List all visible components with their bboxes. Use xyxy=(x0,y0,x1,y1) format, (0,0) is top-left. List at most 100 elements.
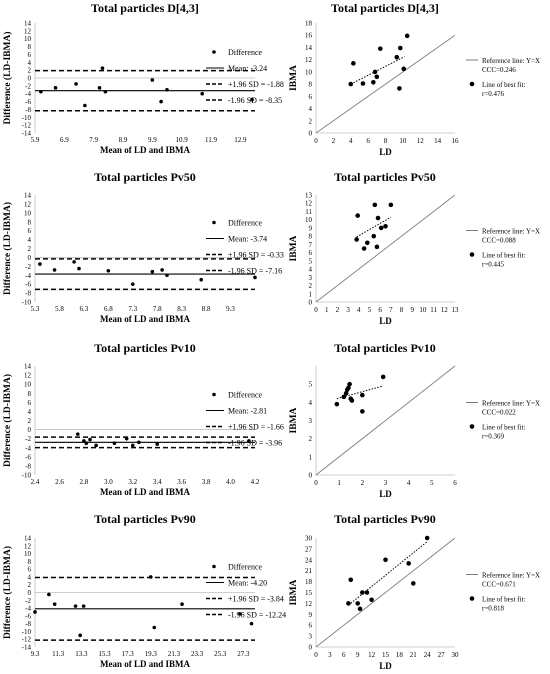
chart7-point xyxy=(249,621,254,626)
chart2-xtick-label: 12 xyxy=(417,137,425,145)
chart6-point xyxy=(360,409,365,414)
chart3-ytick-label: 4 xyxy=(28,236,32,244)
chart5-legend-lower: -1.96 SD = -3.96 xyxy=(228,439,282,448)
chart3-xtick-label: 9.3 xyxy=(226,305,235,313)
chart2-legend-r: r=0.476 xyxy=(482,90,505,98)
chart3-ytick-label: 12 xyxy=(24,200,32,208)
chart6-legend-r: r=0.369 xyxy=(482,433,505,441)
chart6-xtick-label: 1 xyxy=(337,479,341,487)
chart6-ylabel: IBMA xyxy=(289,407,299,433)
chart1-xtick-label: 5.9 xyxy=(31,136,40,144)
chart1-ytick-label: -8 xyxy=(25,106,31,114)
chart4-legend-ccc: CCC=0.088 xyxy=(482,237,516,245)
chart1-ytick-label: 10 xyxy=(24,35,32,43)
chart5-ytick-label: 4 xyxy=(28,408,32,416)
chart4-point xyxy=(375,215,381,221)
chart8-xtick-label: 9 xyxy=(356,651,360,659)
chart6-legend-fit-symbol xyxy=(469,424,475,429)
chart4-xtick-label: 5 xyxy=(368,306,372,314)
chart6-point xyxy=(343,390,349,396)
chart8-xtick-label: 21 xyxy=(410,651,418,659)
chart8-point xyxy=(355,601,361,606)
chart7-ytick-label: -14 xyxy=(22,644,32,652)
chart3-xtick-label: 5.8 xyxy=(55,305,64,313)
chart7-ytick-label: 0 xyxy=(28,589,32,597)
chart6-point xyxy=(334,401,340,407)
chart7-title: Total particles Pv90 xyxy=(94,512,196,526)
chart3-point xyxy=(160,268,164,272)
chart6-ytick-label: 1 xyxy=(309,453,313,461)
chart5-ytick-label: 14 xyxy=(24,363,32,371)
chart2-ytick-label: 4 xyxy=(309,105,313,113)
chart1-point xyxy=(97,86,102,90)
chart1-xtick-label: 8.9 xyxy=(119,136,128,144)
chart3-xtick-label: 5.3 xyxy=(31,305,40,313)
chart1-legend-difference: Difference xyxy=(228,48,263,57)
chart4-ytick-label: 6 xyxy=(309,249,313,257)
chart3-point xyxy=(38,262,42,266)
chart7-xtick-label: 11.3 xyxy=(52,650,64,658)
chart5-legend-upper: +1.96 SD = -1.66 xyxy=(228,423,284,432)
chart4-ytick-label: 0 xyxy=(309,299,313,307)
chart5-ytick-label: -6 xyxy=(25,453,31,461)
chart8-ytick-label: 21 xyxy=(305,567,313,575)
chart2-ytick-label: 18 xyxy=(305,20,313,28)
chart1-xtick-label: 6.9 xyxy=(60,136,69,144)
chart5-ytick-label: 10 xyxy=(24,381,32,389)
chart2-xtick-label: 6 xyxy=(366,137,370,145)
chart3-ylabel: Difference (LD-IBMA) xyxy=(2,202,13,295)
chart5-point xyxy=(247,439,251,443)
chart7-legend-point-symbol xyxy=(212,564,216,569)
chart7-legend-difference: Difference xyxy=(228,563,263,572)
chart5-ytick-label: 0 xyxy=(28,426,32,434)
chart4-xtick-label: 13 xyxy=(452,306,460,314)
chart4-legend-ref: Reference line: Y=X xyxy=(482,228,540,236)
chart8-point xyxy=(369,597,374,603)
chart1-point xyxy=(200,91,204,96)
chart8-point xyxy=(348,577,354,583)
chart2-xtick-label: 16 xyxy=(452,137,460,145)
chart1-ytick-label: 12 xyxy=(24,27,32,35)
chart6-ytick-label: 2 xyxy=(309,435,313,443)
chart3-xtick-label: 6.3 xyxy=(80,305,89,313)
chart8-point xyxy=(411,581,416,586)
chart1-point xyxy=(103,89,108,94)
chart3-point xyxy=(253,275,257,280)
chart1-xtick-label: 10.9 xyxy=(176,136,189,144)
chart3-point xyxy=(150,269,155,274)
chart2-point xyxy=(401,66,407,72)
chart1-point xyxy=(74,82,78,86)
chart3-xtick-label: 8.3 xyxy=(177,305,186,313)
chart1-point xyxy=(100,66,105,70)
chart4-xtick-label: 12 xyxy=(441,306,449,314)
chart7-xtick-label: 27.3 xyxy=(237,650,250,658)
chart7-xtick-label: 15.3 xyxy=(98,650,111,658)
chart3-ytick-label: 8 xyxy=(28,218,32,226)
chart4-xtick-label: 6 xyxy=(378,306,382,314)
chart2-point xyxy=(397,86,402,91)
chart5-ytick-label: 8 xyxy=(28,390,32,398)
chart2-ytick-label: 12 xyxy=(305,56,313,64)
chart4-xtick-label: 8 xyxy=(400,306,404,314)
chart8-xtick-label: 0 xyxy=(314,651,318,659)
chart4-xlabel: LD xyxy=(379,316,392,326)
chart7-xtick-label: 13.3 xyxy=(75,650,88,658)
chart7-point xyxy=(33,610,37,614)
chart7-ytick-label: 10 xyxy=(24,550,32,558)
chart7-point xyxy=(180,602,184,606)
chart3-xlabel: Mean of LD and IBMA xyxy=(100,314,191,324)
chart2-point xyxy=(371,79,376,85)
chart5-point xyxy=(137,440,141,445)
chart7-xtick-label: 9.3 xyxy=(31,650,40,658)
chart7-xtick-label: 25.3 xyxy=(214,650,227,658)
chart4-legend-r: r=0.445 xyxy=(482,261,505,269)
chart1-xtick-label: 11.9 xyxy=(205,136,217,144)
chart5-legend-point-symbol xyxy=(212,392,216,397)
chart5-ytick-label: 12 xyxy=(24,372,32,380)
chart4-point xyxy=(365,240,370,246)
chart1-ylabel: Difference (LD-IBMA) xyxy=(2,32,13,125)
chart7-ytick-label: -12 xyxy=(22,636,32,644)
chart1-legend-point-symbol xyxy=(212,50,216,54)
chart2-point xyxy=(372,69,378,75)
